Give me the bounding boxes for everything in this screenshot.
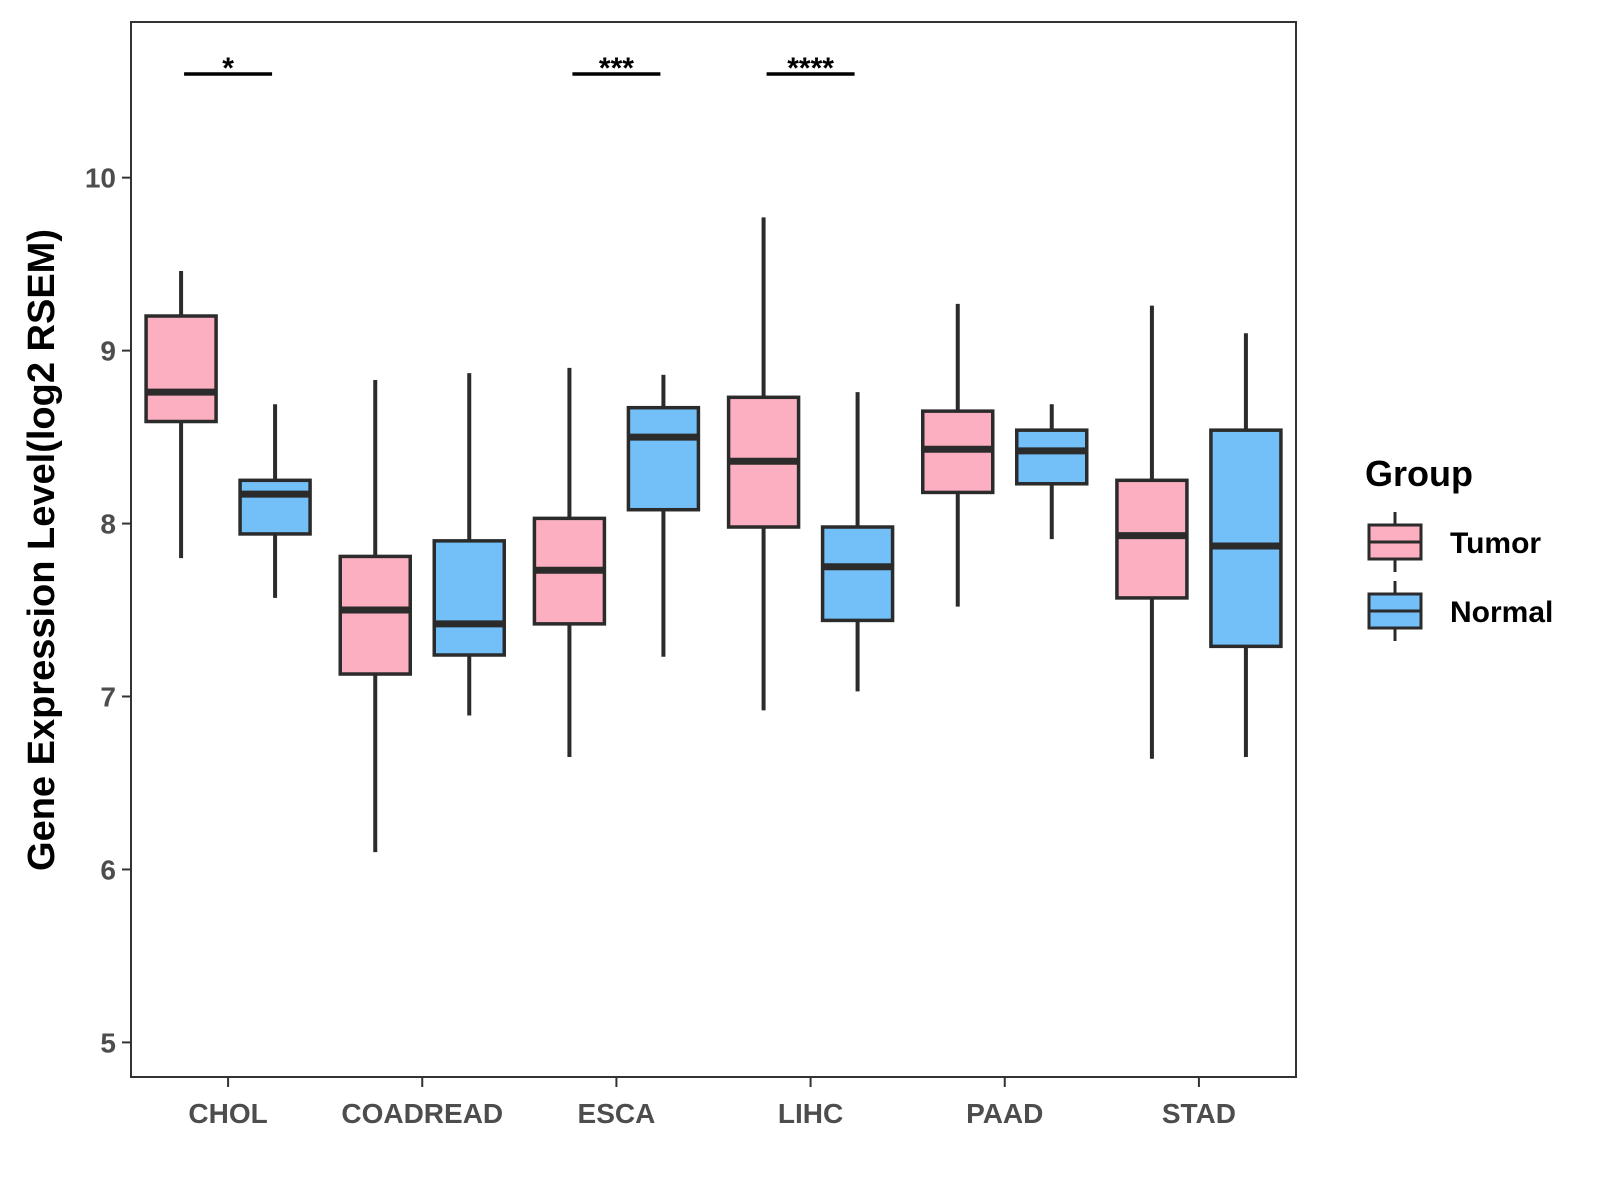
legend-label: Tumor — [1450, 527, 1541, 560]
box-tumor-esca — [532, 367, 607, 758]
x-axis: CHOL COADREAD ESCA LIHC PAAD STAD — [188, 1077, 1236, 1129]
box-normal-coadread — [432, 373, 506, 716]
x-tick-label: STAD — [1162, 1098, 1236, 1129]
y-tick-label: 6 — [100, 854, 116, 885]
box-normal-lihc — [820, 392, 895, 692]
box-body — [144, 314, 218, 424]
box-normal-stad — [1209, 333, 1283, 758]
x-tick-label: LIHC — [778, 1098, 843, 1129]
box-tumor-paad — [921, 303, 995, 607]
box-tumor-coadread — [338, 380, 412, 853]
box-body — [238, 478, 312, 536]
box-body — [1209, 428, 1283, 649]
significance-label: **** — [787, 52, 834, 85]
y-tick-label: 7 — [100, 682, 116, 713]
box-tumor-stad — [1115, 305, 1189, 759]
significance-label: * — [222, 52, 234, 85]
x-tick-label: ESCA — [578, 1098, 656, 1129]
box-normal-esca — [626, 374, 701, 657]
box-body — [338, 554, 412, 676]
y-tick-label: 5 — [100, 1027, 116, 1058]
box-body — [820, 525, 895, 623]
box-body — [1015, 428, 1089, 486]
significance-label: *** — [599, 52, 634, 85]
box-tumor-chol — [144, 271, 218, 559]
box-layer — [144, 217, 1283, 853]
y-axis-title: Gene Expression Level(log2 RSEM) — [21, 229, 63, 871]
y-tick-label: 8 — [100, 509, 116, 540]
y-axis: 5 6 7 8 9 10 — [85, 163, 131, 1058]
y-tick-label: 10 — [85, 163, 116, 194]
box-tumor-lihc — [726, 217, 801, 711]
legend-label: Normal — [1450, 596, 1553, 629]
legend: Group Tumor Normal — [1365, 453, 1553, 641]
significance-layer: * *** **** — [184, 52, 855, 85]
x-tick-label: COADREAD — [341, 1098, 503, 1129]
panel-border — [130, 21, 1297, 1078]
legend-title: Group — [1365, 453, 1473, 494]
box-body — [626, 405, 701, 512]
x-tick-label: PAAD — [966, 1098, 1043, 1129]
legend-key-tumor — [1367, 512, 1423, 572]
legend-key-normal — [1367, 581, 1423, 641]
box-normal-chol — [238, 404, 312, 598]
box-body — [432, 539, 506, 657]
x-tick-label: CHOL — [188, 1098, 267, 1129]
box-normal-paad — [1015, 404, 1089, 540]
y-tick-label: 9 — [100, 336, 116, 367]
